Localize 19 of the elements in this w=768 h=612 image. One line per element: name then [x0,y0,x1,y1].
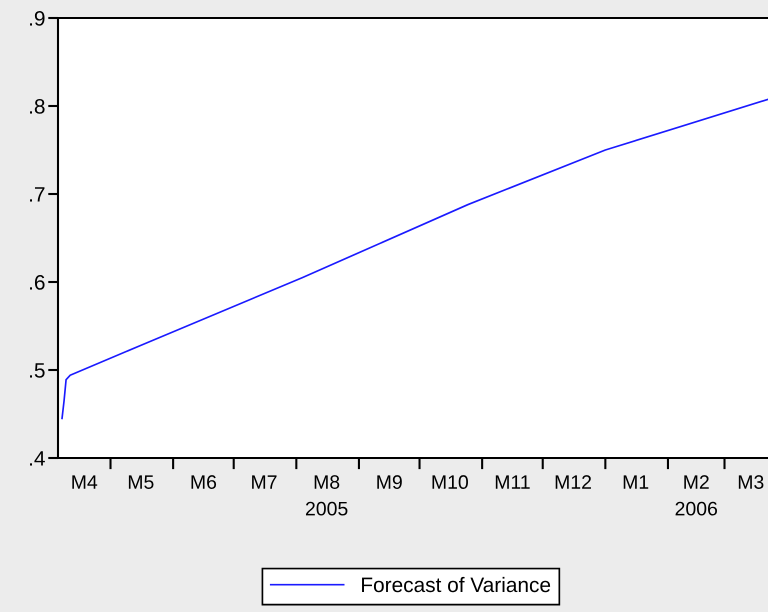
y-tick-label: .6 [30,275,45,290]
x-tick-label: M3 [738,475,764,489]
y-tick-label: .5 [30,363,45,378]
y-tick-label: .4 [30,451,45,466]
x-tick-label: M12 [556,475,591,489]
y-tick-label: .9 [30,11,45,26]
x-tick-label: M10 [432,475,468,489]
y-tick-label: .7 [30,187,44,202]
x-tick-label: M5 [128,475,154,489]
x-tick-label: M2 2006 [676,475,718,516]
x-tick-label: M11 [496,475,530,489]
y-tick-label: .8 [30,99,45,114]
x-tick-label: M4 [72,475,98,489]
x-tick-label: M9 [377,475,402,489]
x-tick-label: M8 2005 [306,475,348,516]
x-tick-label: M7 [252,475,277,489]
x-tick-label: M6 [192,475,216,489]
legend-label: Forecast of Variance [362,576,550,592]
x-tick-label: M1 [624,475,648,489]
